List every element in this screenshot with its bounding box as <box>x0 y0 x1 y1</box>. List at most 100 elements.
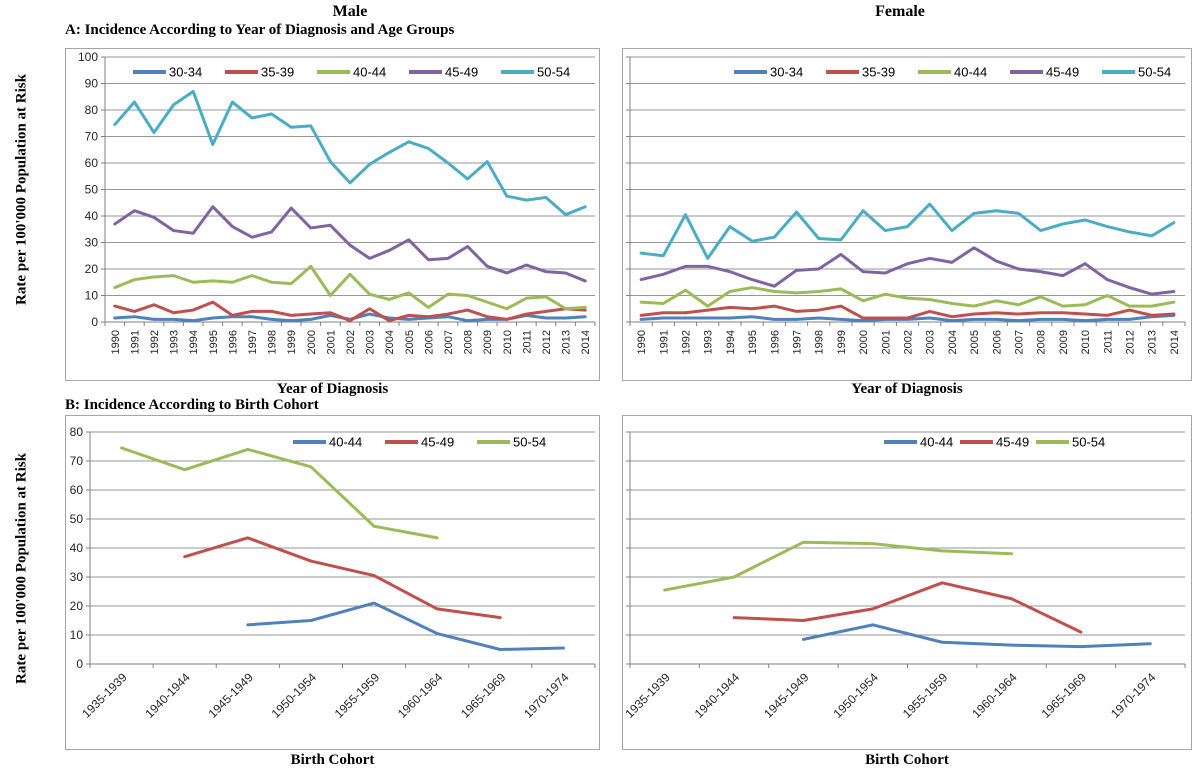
svg-text:2013: 2013 <box>1147 330 1159 354</box>
svg-text:2010: 2010 <box>502 330 514 354</box>
svg-text:2004: 2004 <box>384 330 396 354</box>
svg-text:1994: 1994 <box>725 330 737 354</box>
column-title-male: Male <box>332 3 368 20</box>
svg-text:2009: 2009 <box>1058 330 1070 354</box>
svg-text:2000: 2000 <box>306 330 318 354</box>
svg-text:2004: 2004 <box>947 330 959 354</box>
column-title-female: Female <box>875 3 925 20</box>
x-axis-title-bottom-right: Birth Cohort <box>865 752 949 768</box>
svg-text:1995: 1995 <box>208 330 220 354</box>
svg-text:50-54: 50-54 <box>1072 435 1105 450</box>
svg-text:35-39: 35-39 <box>862 65 895 80</box>
svg-text:2012: 2012 <box>1125 330 1137 354</box>
chart-incidence-year-female: 1990 1991 1992 1993 1994 1995 1996 1997 1998 1999… <box>622 48 1192 381</box>
svg-text:60: 60 <box>70 483 84 497</box>
svg-text:50-54: 50-54 <box>537 65 570 80</box>
svg-text:1991: 1991 <box>658 330 670 354</box>
svg-text:10: 10 <box>85 289 99 303</box>
svg-text:40: 40 <box>85 209 99 223</box>
svg-text:2009: 2009 <box>482 330 494 354</box>
svg-text:1993: 1993 <box>703 330 715 354</box>
svg-text:100: 100 <box>78 50 98 64</box>
svg-text:70: 70 <box>70 454 84 468</box>
svg-text:1996: 1996 <box>769 330 781 354</box>
svg-text:1999: 1999 <box>836 330 848 354</box>
chart-incidence-year-male: 0 10 20 30 40 50 60 70 80 90 100 1990 1991 1992 1993 19… <box>65 48 600 381</box>
svg-text:2014: 2014 <box>580 330 592 354</box>
svg-text:10: 10 <box>70 628 84 642</box>
svg-text:2006: 2006 <box>423 330 435 354</box>
svg-text:30-34: 30-34 <box>770 65 803 80</box>
svg-text:90: 90 <box>85 77 99 91</box>
svg-text:20: 20 <box>85 262 99 276</box>
svg-text:60: 60 <box>85 156 99 170</box>
svg-text:2008: 2008 <box>463 330 475 354</box>
svg-text:30-34: 30-34 <box>169 65 202 80</box>
svg-text:2006: 2006 <box>991 330 1003 354</box>
svg-text:0: 0 <box>91 315 98 329</box>
svg-text:50: 50 <box>70 512 84 526</box>
svg-text:2011: 2011 <box>1102 330 1114 354</box>
svg-text:40-44: 40-44 <box>329 435 362 450</box>
svg-text:2013: 2013 <box>561 330 573 354</box>
svg-text:0: 0 <box>76 657 83 671</box>
svg-text:40-44: 40-44 <box>353 65 386 80</box>
svg-text:1991: 1991 <box>129 330 141 354</box>
svg-text:30: 30 <box>70 570 84 584</box>
svg-text:2011: 2011 <box>521 330 533 354</box>
svg-text:1997: 1997 <box>792 330 804 354</box>
svg-text:2002: 2002 <box>903 330 915 354</box>
svg-text:1992: 1992 <box>149 330 161 354</box>
svg-text:50-54: 50-54 <box>513 435 546 450</box>
svg-text:1998: 1998 <box>267 330 279 354</box>
svg-text:20: 20 <box>70 599 84 613</box>
svg-text:1995: 1995 <box>747 330 759 354</box>
svg-text:2007: 2007 <box>443 330 455 354</box>
svg-text:1997: 1997 <box>247 330 259 354</box>
x-axis-title-bottom-left: Birth Cohort <box>290 752 375 768</box>
svg-text:70: 70 <box>85 130 99 144</box>
svg-text:30: 30 <box>85 236 99 250</box>
svg-text:2007: 2007 <box>1014 330 1026 354</box>
svg-text:2003: 2003 <box>365 330 377 354</box>
svg-text:40-44: 40-44 <box>954 65 987 80</box>
x-axis-title-top-right: Year of Diagnosis <box>851 381 963 397</box>
y-axis-title-row1: Rate per 100'000 Population at Risk <box>13 74 30 305</box>
panel-b-title: B: Incidence According to Birth Cohort <box>65 397 319 413</box>
svg-text:45-49: 45-49 <box>996 435 1029 450</box>
svg-text:2014: 2014 <box>1169 330 1181 354</box>
panel-a-title: A: Incidence According to Year of Diagno… <box>65 22 455 38</box>
svg-text:40-44: 40-44 <box>920 435 953 450</box>
svg-text:2001: 2001 <box>325 330 337 354</box>
svg-text:80: 80 <box>85 103 99 117</box>
svg-text:2005: 2005 <box>404 330 416 354</box>
svg-text:1990: 1990 <box>636 330 648 354</box>
svg-text:1998: 1998 <box>814 330 826 354</box>
svg-text:2001: 2001 <box>880 330 892 354</box>
svg-text:1993: 1993 <box>169 330 181 354</box>
svg-text:1992: 1992 <box>681 330 693 354</box>
chart-incidence-cohort-female: 1935-1939 1940-1944 1945-1949 1950-1954 1955… <box>622 415 1192 750</box>
svg-text:45-49: 45-49 <box>445 65 478 80</box>
svg-text:2000: 2000 <box>858 330 870 354</box>
svg-text:45-49: 45-49 <box>1046 65 1079 80</box>
svg-text:80: 80 <box>70 425 84 439</box>
svg-text:35-39: 35-39 <box>261 65 294 80</box>
y-axis-title-row2: Rate per 100'000 Population at Risk <box>13 453 30 684</box>
svg-text:2010: 2010 <box>1080 330 1092 354</box>
svg-text:2002: 2002 <box>345 330 357 354</box>
svg-text:2003: 2003 <box>925 330 937 354</box>
svg-text:1990: 1990 <box>110 330 122 354</box>
svg-text:2005: 2005 <box>969 330 981 354</box>
svg-text:1996: 1996 <box>227 330 239 354</box>
svg-text:1994: 1994 <box>188 330 200 354</box>
svg-text:2008: 2008 <box>1036 330 1048 354</box>
svg-text:2012: 2012 <box>541 330 553 354</box>
x-axis-title-top-left: Year of Diagnosis <box>276 381 389 397</box>
svg-text:50-54: 50-54 <box>1138 65 1171 80</box>
svg-text:1999: 1999 <box>286 330 298 354</box>
svg-text:50: 50 <box>85 183 99 197</box>
svg-text:40: 40 <box>70 541 84 555</box>
svg-text:45-49: 45-49 <box>421 435 454 450</box>
